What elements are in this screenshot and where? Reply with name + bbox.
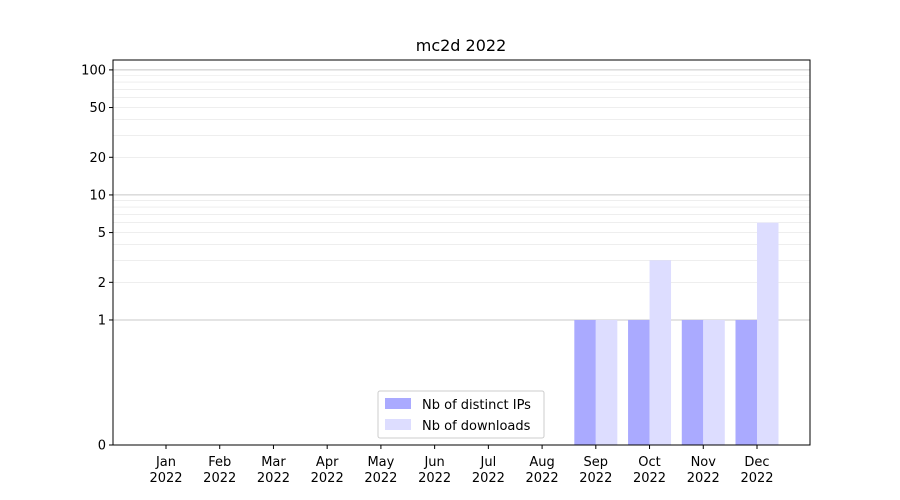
x-tick-label-month: Jul <box>480 455 497 470</box>
y-tick-label: 0 <box>98 439 106 454</box>
x-tick-label-month: Aug <box>529 455 554 470</box>
plot-frame <box>112 59 811 446</box>
y-tick-label: 5 <box>98 226 106 241</box>
bar-downloads <box>703 319 725 445</box>
chart-title: mc2d 2022 <box>416 36 507 55</box>
bar-downloads <box>757 222 779 445</box>
bars <box>574 222 779 445</box>
y-axis: 0 1 2 5 10 20 50 100 <box>81 63 113 454</box>
y-tick-label: 50 <box>89 101 106 116</box>
bar-ips <box>681 319 704 445</box>
legend-label-downloads: Nb of downloads <box>422 419 531 434</box>
x-tick-label-month: Jan <box>155 455 176 470</box>
x-tick-label-year: 2022 <box>418 471 451 486</box>
x-axis: Jan2022Feb2022Mar2022Apr2022May2022Jun20… <box>149 445 774 486</box>
x-tick-label-month: Dec <box>744 455 769 470</box>
x-tick-label-month: Feb <box>208 455 231 470</box>
x-tick-label-month: Nov <box>691 455 717 470</box>
x-tick-label-month: Sep <box>584 455 609 470</box>
y-tick-label: 1 <box>98 313 106 328</box>
legend-swatch-downloads <box>385 419 411 430</box>
x-tick-label-year: 2022 <box>149 471 182 486</box>
legend-swatch-ips <box>385 398 411 409</box>
x-tick-label-year: 2022 <box>633 471 666 486</box>
bar-ips <box>574 319 596 445</box>
x-tick-label-year: 2022 <box>472 471 505 486</box>
x-tick-label-year: 2022 <box>311 471 344 486</box>
x-tick-label-year: 2022 <box>364 471 397 486</box>
legend: Nb of distinct IPs Nb of downloads <box>377 390 545 439</box>
bar-ips <box>735 319 757 445</box>
x-tick-label-year: 2022 <box>257 471 290 486</box>
grid-lines <box>113 69 810 321</box>
y-tick-label: 2 <box>98 276 106 291</box>
bar-downloads <box>595 319 618 445</box>
bar-ips <box>628 319 650 445</box>
x-tick-label-year: 2022 <box>526 471 559 486</box>
x-tick-label-month: Apr <box>316 455 339 470</box>
legend-label-ips: Nb of distinct IPs <box>422 398 531 413</box>
x-tick-label-month: May <box>367 455 394 470</box>
bar-downloads <box>649 260 672 445</box>
x-tick-label-year: 2022 <box>687 471 720 486</box>
y-tick-label: 10 <box>89 188 106 203</box>
legend-box <box>377 390 545 439</box>
x-tick-label-month: Mar <box>261 455 286 470</box>
x-tick-label-year: 2022 <box>203 471 236 486</box>
x-tick-label-year: 2022 <box>579 471 612 486</box>
y-tick-label: 100 <box>81 63 106 78</box>
y-tick-label: 20 <box>89 151 106 166</box>
x-tick-label-month: Jun <box>423 455 444 470</box>
x-tick-label-month: Oct <box>638 455 660 470</box>
x-tick-label-year: 2022 <box>740 471 773 486</box>
